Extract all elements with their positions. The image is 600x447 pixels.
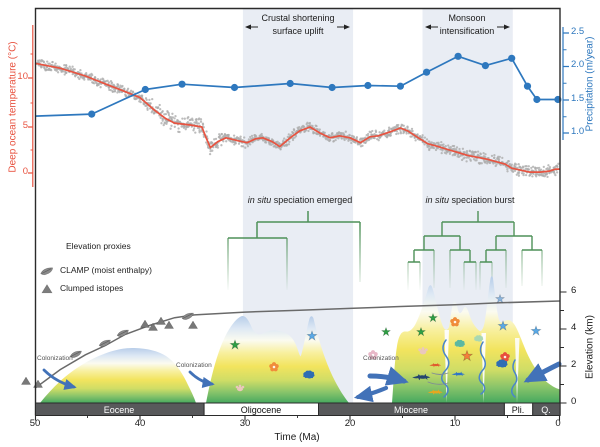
elevation-trend-line [34, 300, 561, 389]
valley-gap [444, 330, 449, 403]
precipitation-line [34, 52, 562, 118]
elevation-tick: 0 [571, 396, 577, 407]
temperature-tick: 10 [17, 71, 28, 82]
precipitation-tick: 1.0 [571, 126, 585, 137]
elevation-axis-title: Elevation (km) [584, 315, 596, 379]
legend-title: Elevation proxies [66, 241, 131, 251]
leaf-icon [116, 329, 129, 337]
time-tick: 20 [344, 418, 356, 429]
leaf-icon [181, 312, 194, 320]
epoch-label-oligocene: Oligocene [240, 405, 282, 415]
temperature-tick: 0 [22, 166, 28, 177]
colonization-label: Colonization [37, 355, 73, 362]
phylo-tree-burst [407, 211, 543, 290]
leaf-icon [40, 267, 54, 276]
epoch-label-eocene: Eocene [103, 405, 135, 415]
time-tick: 0 [555, 418, 561, 429]
colonization-label: Colonization [363, 355, 399, 362]
star-icon [530, 325, 542, 336]
temperature-tick: 5 [22, 120, 28, 131]
epoch-label-pliocene: Pli. [511, 405, 525, 415]
axes-frame [28, 7, 569, 421]
precipitation-tick: 1.5 [571, 93, 585, 104]
epoch-label-miocene: Miocene [393, 405, 429, 415]
leaf-icon [98, 339, 111, 347]
river-lines [427, 339, 518, 398]
time-tick: 40 [134, 418, 146, 429]
colonization-label: Colonization [176, 362, 212, 369]
triangle-icon [21, 376, 31, 385]
monsoon-annotation-line1: Monsoon [448, 13, 486, 23]
eocene-hill [40, 347, 196, 403]
triangle-icon [188, 320, 198, 329]
speciation-emerged-label: in situ speciation emerged [247, 195, 353, 205]
star-icon [381, 327, 391, 336]
temperature-axis-title: Deep ocean temperature (°C) [7, 41, 19, 173]
elevation-tick: 6 [571, 285, 577, 296]
valley-gap [515, 338, 520, 403]
time-tick: 50 [29, 418, 41, 429]
uplift-annotation-line2: surface uplift [272, 26, 324, 36]
precipitation-tick: 2.0 [571, 59, 585, 70]
time-tick: 10 [449, 418, 461, 429]
epoch-bar [35, 402, 561, 416]
elevation-tick: 4 [571, 322, 577, 333]
epoch-label-quaternary: Q. [541, 405, 551, 415]
phylo-tree-emerged [227, 211, 361, 290]
monsoon-annotation-line2: intensification [439, 26, 495, 36]
temperature-line [34, 62, 560, 173]
speciation-burst-label: in situ speciation burst [425, 195, 515, 205]
legend-icons [40, 267, 54, 294]
colonization-arrows [42, 361, 562, 403]
uplift-annotation-line1: Crustal shortening [261, 13, 335, 23]
legend-clamp-label: CLAMP (moist enthalpy) [60, 265, 152, 275]
precipitation-tick: 2.5 [571, 26, 585, 37]
elevation-tick: 2 [571, 359, 577, 370]
triangle-icon [140, 319, 150, 328]
triangle-icon [41, 284, 53, 294]
time-axis-title: Time (Ma) [274, 432, 320, 443]
time-tick: 30 [239, 418, 251, 429]
precipitation-axis-title: Precipitation (m/year) [584, 36, 596, 132]
legend-clumped-label: Clumped istopes [60, 283, 124, 293]
